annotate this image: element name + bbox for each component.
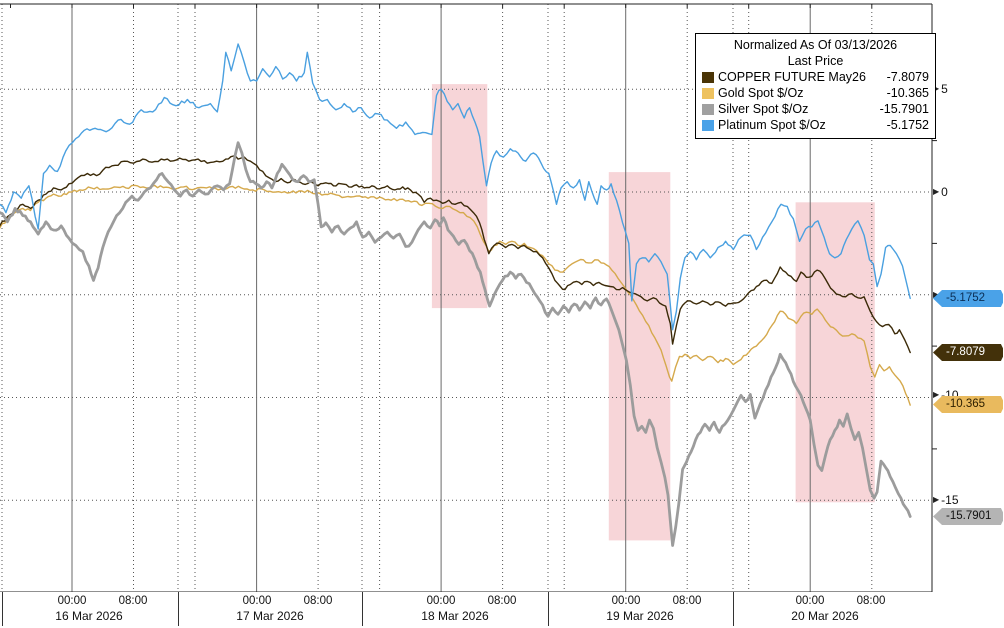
legend-item-platinum[interactable]: Platinum Spot $/Oz -5.1752 bbox=[702, 117, 929, 133]
x-date-label: 18 Mar 2026 bbox=[421, 609, 489, 623]
legend-item-value: -15.7901 bbox=[879, 102, 929, 116]
series-copper bbox=[0, 155, 911, 354]
price-tag-value: -5.1752 bbox=[946, 292, 986, 304]
price-tag-silver: -15.7901 bbox=[933, 508, 1003, 525]
x-date-label: 17 Mar 2026 bbox=[236, 609, 304, 623]
x-time-label: 08:00 bbox=[303, 595, 333, 607]
legend-item-silver[interactable]: Silver Spot $/Oz -15.7901 bbox=[702, 101, 929, 117]
y-axis-tick-5: ▶ 5 bbox=[933, 82, 948, 96]
silver-swatch-icon bbox=[702, 103, 714, 115]
legend-item-value: -7.8079 bbox=[886, 70, 929, 84]
platinum-swatch-icon bbox=[702, 119, 714, 131]
x-time-label: 00:00 bbox=[795, 595, 825, 607]
legend-item-value: -10.365 bbox=[886, 86, 929, 100]
y-axis-tick-label: 5 bbox=[941, 82, 948, 96]
tick-arrow-icon: ▶ bbox=[933, 84, 940, 93]
gold-swatch-icon bbox=[702, 87, 714, 99]
tick-arrow-icon: ▶ bbox=[933, 187, 940, 196]
x-time-label: 08:00 bbox=[672, 595, 702, 607]
tick-arrow-icon: ▶ bbox=[933, 390, 940, 399]
price-tag-value: -15.7901 bbox=[946, 510, 992, 522]
legend-item-label: COPPER FUTURE May26 bbox=[718, 70, 866, 84]
day-separator bbox=[362, 592, 363, 626]
highlight-band bbox=[795, 202, 875, 503]
legend-item-label: Platinum Spot $/Oz bbox=[718, 118, 826, 132]
day-separator bbox=[548, 592, 549, 626]
x-date-label: 20 Mar 2026 bbox=[791, 609, 859, 623]
day-separator bbox=[2, 592, 3, 626]
y-axis-tick-label: 0 bbox=[941, 185, 948, 199]
legend-title: Normalized As Of 03/13/2026 bbox=[733, 38, 898, 52]
highlight-band bbox=[431, 84, 488, 309]
y-axis-tick-0: ▶ 0 bbox=[933, 185, 948, 199]
x-time-label: 08:00 bbox=[856, 595, 886, 607]
y-axis-tick-m15: ▶ -15 bbox=[933, 493, 959, 507]
copper-swatch-icon bbox=[702, 71, 714, 83]
series-gold bbox=[0, 184, 911, 406]
tick-arrow-icon: ▶ bbox=[933, 495, 940, 504]
highlight-band bbox=[608, 172, 671, 541]
day-separator bbox=[733, 592, 734, 626]
legend-subtitle: Last Price bbox=[787, 54, 844, 68]
x-time-label: 00:00 bbox=[611, 595, 641, 607]
x-time-label: 08:00 bbox=[118, 595, 148, 607]
legend-item-copper[interactable]: COPPER FUTURE May26 -7.8079 bbox=[702, 69, 929, 85]
price-tag-platinum: -5.1752 bbox=[933, 290, 1003, 307]
x-time-label: 08:00 bbox=[487, 595, 517, 607]
price-tag-copper: -7.8079 bbox=[933, 344, 1003, 361]
x-axis: 00:00 08:00 00:00 08:00 00:00 08:00 00:0… bbox=[0, 592, 1004, 628]
price-tag-value: -10.365 bbox=[946, 398, 986, 410]
chart-legend: Normalized As Of 03/13/2026 Last Price C… bbox=[695, 33, 936, 139]
x-date-label: 19 Mar 2026 bbox=[606, 609, 674, 623]
tick-arrow-icon: ▶ bbox=[933, 290, 940, 299]
legend-item-value: -5.1752 bbox=[886, 118, 929, 132]
day-separator bbox=[178, 592, 179, 626]
x-date-label: 16 Mar 2026 bbox=[55, 609, 123, 623]
legend-item-gold[interactable]: Gold Spot $/Oz -10.365 bbox=[702, 85, 929, 101]
legend-item-label: Gold Spot $/Oz bbox=[718, 86, 804, 100]
x-time-label: 00:00 bbox=[426, 595, 456, 607]
series-silver bbox=[0, 141, 912, 547]
x-time-label: 00:00 bbox=[57, 595, 87, 607]
legend-item-label: Silver Spot $/Oz bbox=[718, 102, 809, 116]
x-time-label: 00:00 bbox=[242, 595, 272, 607]
series-platinum bbox=[0, 43, 911, 331]
price-tag-gold: -10.365 bbox=[933, 396, 1003, 413]
price-tag-value: -7.8079 bbox=[946, 346, 986, 358]
y-axis-tick-label: -15 bbox=[941, 493, 959, 507]
